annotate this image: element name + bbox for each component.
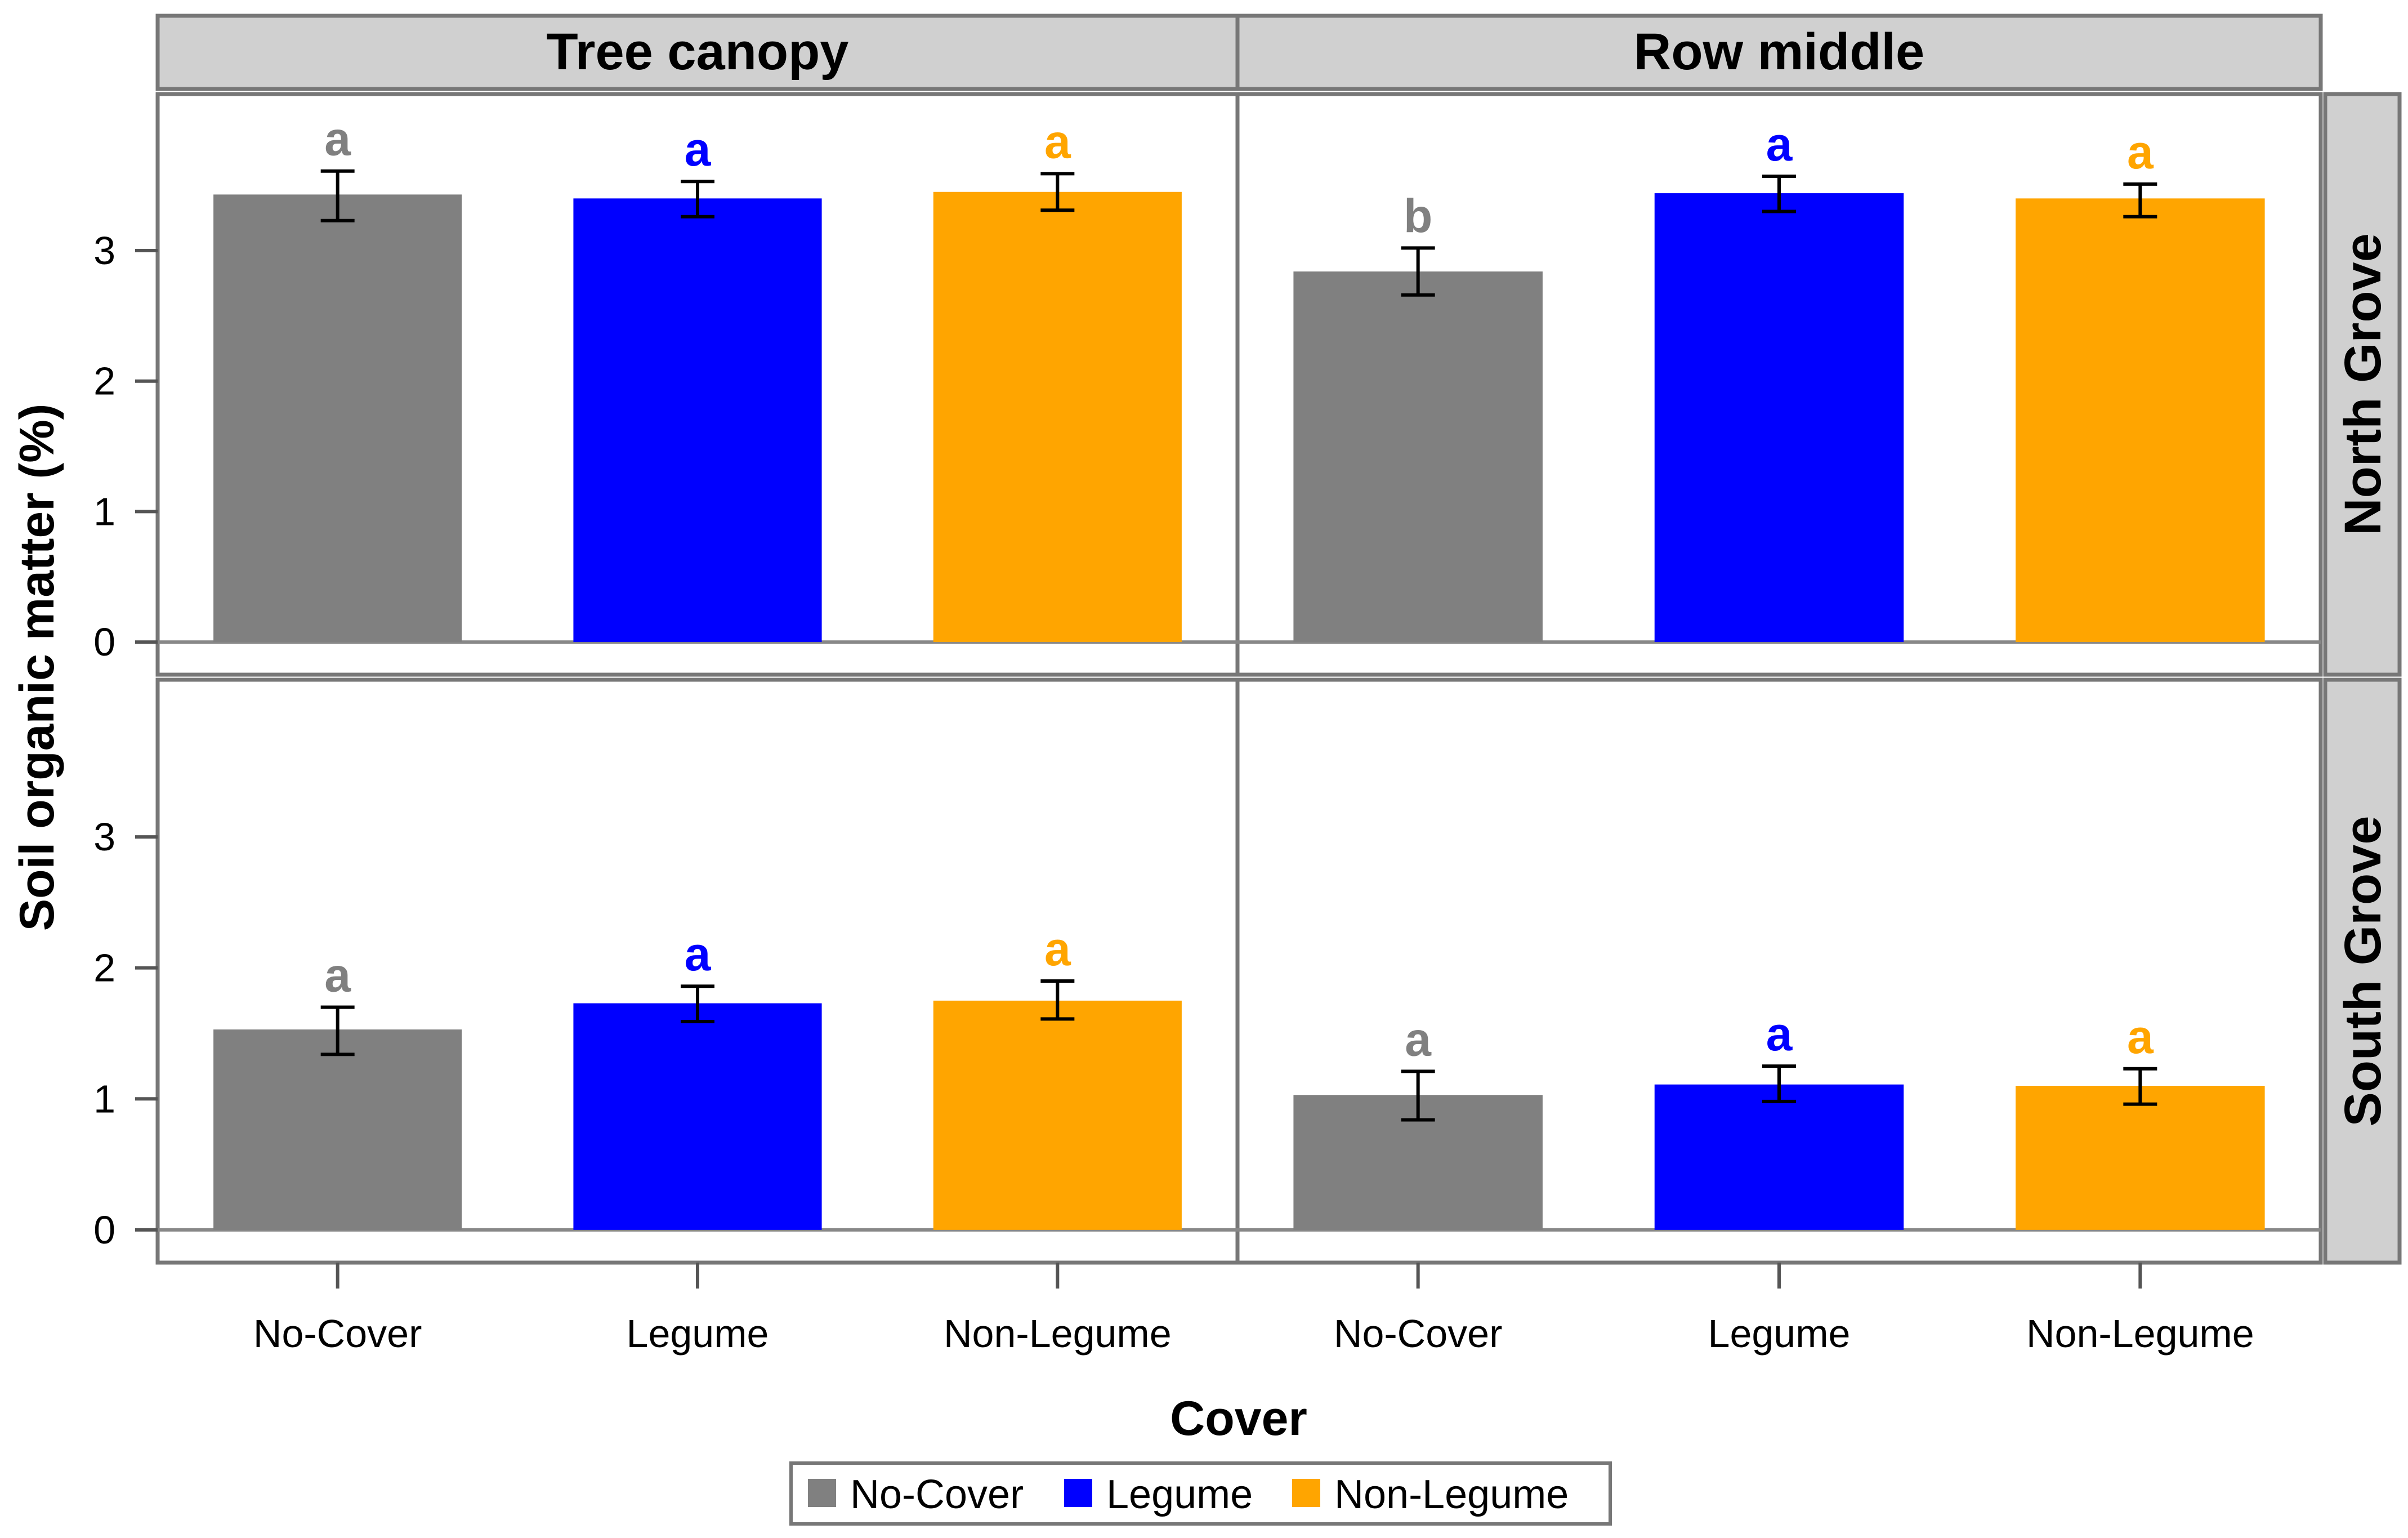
column-strip-row-middle xyxy=(1235,14,2323,91)
y-tick-label: 3 xyxy=(93,229,115,273)
bar-legume xyxy=(1654,193,1904,643)
bar-non-legume xyxy=(933,191,1182,643)
legend-swatch-no-cover xyxy=(808,1479,836,1507)
chart-panels: a a a b a a a a a a a a xyxy=(158,113,2321,1232)
axes: 0 1 2 3 0 1 2 3 No-Cover Legume Non-Legume No-Cover… xyxy=(93,229,2254,1356)
y-tick-label: 2 xyxy=(93,946,115,990)
legend-swatch-non-legume xyxy=(1292,1479,1320,1507)
facet-strips: Tree canopy Row middle North Grove South Gr… xyxy=(155,14,2402,1265)
bar-legume xyxy=(1654,1084,1904,1230)
row-strip-south-grove xyxy=(2323,677,2402,1265)
bar-no-cover xyxy=(213,1029,462,1230)
legend-box xyxy=(789,1461,1612,1526)
significance-letter-non-legume: a xyxy=(1044,115,1071,168)
x-tick-label: No-Cover xyxy=(253,1312,422,1356)
row-strip-label: North Grove xyxy=(2334,233,2392,536)
x-tick-label: Legume xyxy=(627,1312,769,1356)
bar-non-legume xyxy=(2016,1086,2265,1230)
significance-letter-no-cover: a xyxy=(1405,1013,1432,1066)
x-tick-label: Non-Legume xyxy=(2026,1312,2254,1356)
y-tick-label: 3 xyxy=(93,815,115,859)
row-strip-label: South Grove xyxy=(2334,815,2392,1126)
legend: No-Cover Legume Non-Legume xyxy=(789,1461,1612,1526)
x-axis-title: Cover xyxy=(1170,1392,1307,1446)
significance-letter-legume: a xyxy=(685,928,712,980)
y-axis-title: Soil organic matter (%) xyxy=(10,404,64,931)
bar-non-legume xyxy=(2016,198,2265,643)
panel-frames xyxy=(155,92,2323,1265)
row-strip-north-grove xyxy=(2323,92,2402,677)
y-tick-label: 0 xyxy=(93,620,115,664)
significance-letter-no-cover: a xyxy=(324,948,351,1001)
significance-letter-no-cover: a xyxy=(324,113,351,166)
significance-letter-legume: a xyxy=(685,123,712,176)
significance-letter-no-cover: b xyxy=(1404,189,1432,242)
y-tick-label: 2 xyxy=(93,359,115,403)
significance-letter-legume: a xyxy=(1766,118,1793,171)
significance-letter-legume: a xyxy=(1766,1007,1793,1060)
x-tick-label: No-Cover xyxy=(1334,1312,1503,1356)
bar-non-legume xyxy=(933,1000,1182,1230)
column-strip-label: Row middle xyxy=(1634,23,1924,81)
legend-label-non-legume: Non-Legume xyxy=(1334,1472,1569,1517)
bar-no-cover xyxy=(1293,271,1543,643)
bar-no-cover xyxy=(213,194,462,643)
y-tick-label: 0 xyxy=(93,1208,115,1252)
panel-frame xyxy=(1235,92,2323,677)
legend-label-legume: Legume xyxy=(1106,1472,1253,1517)
significance-letter-non-legume: a xyxy=(1044,922,1071,975)
panel-row-middle-north-grove: b a a xyxy=(1237,118,2321,644)
legend-label-no-cover: No-Cover xyxy=(850,1472,1024,1517)
y-tick-label: 1 xyxy=(93,489,115,533)
bar-legume xyxy=(573,1003,822,1230)
significance-letter-non-legume: a xyxy=(2127,126,2154,179)
significance-letter-non-legume: a xyxy=(2127,1010,2154,1063)
bar-legume xyxy=(573,198,822,643)
column-strip-label: Tree canopy xyxy=(547,23,849,81)
column-strip-tree-canopy xyxy=(155,14,1240,91)
legend-swatch-legume xyxy=(1064,1479,1092,1507)
y-tick-label: 1 xyxy=(93,1077,115,1121)
x-tick-label: Legume xyxy=(1708,1312,1851,1356)
x-tick-label: Non-Legume xyxy=(944,1312,1172,1356)
